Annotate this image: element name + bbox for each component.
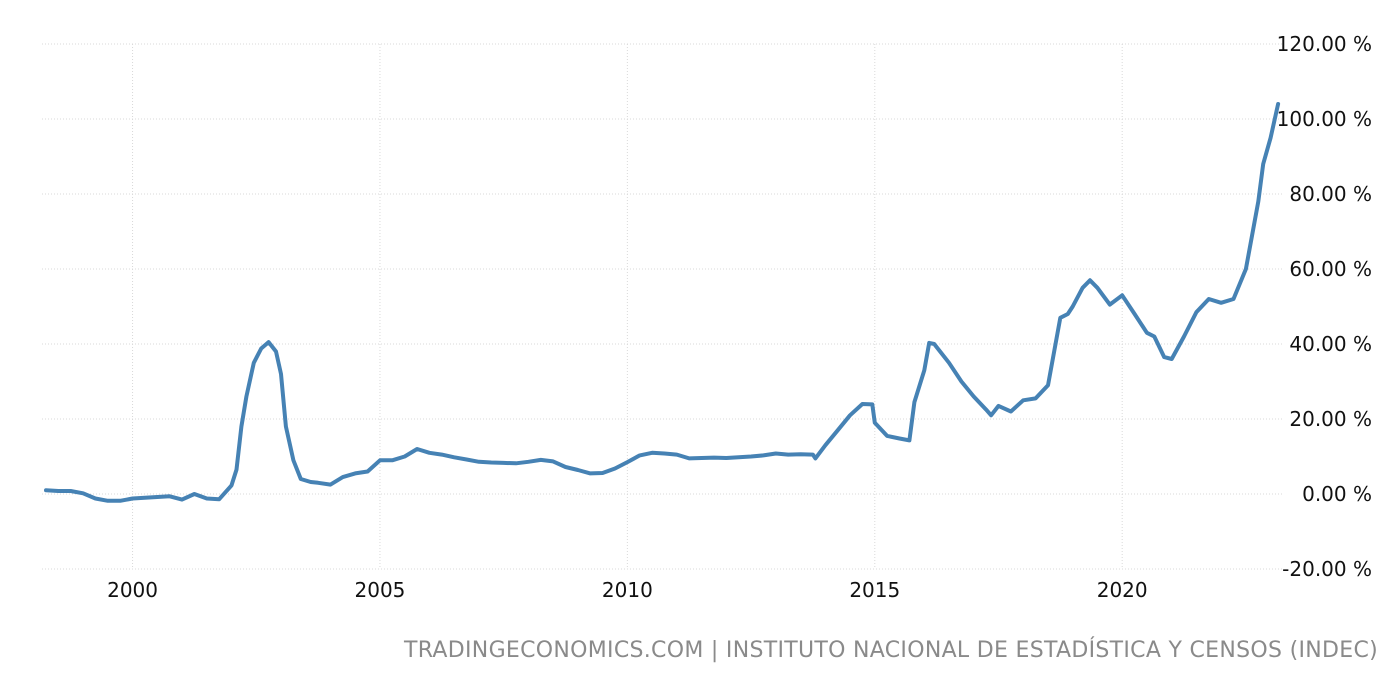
x-tick-label: 2010 [602, 578, 653, 602]
y-tick-label: 80.00 % [1289, 182, 1372, 206]
grid-lines [42, 43, 1283, 570]
y-tick-label: 100.00 % [1277, 107, 1372, 131]
y-tick-label: 40.00 % [1289, 332, 1372, 356]
y-tick-label: 120.00 % [1277, 32, 1372, 56]
y-axis-tick-labels: 120.00 % 100.00 % 80.00 % 60.00 % 40.00 % 20.… [1277, 32, 1372, 581]
series-line [44, 102, 1281, 503]
y-tick-label: -20.00 % [1282, 557, 1372, 581]
x-tick-label: 2005 [355, 578, 406, 602]
x-tick-label: 2020 [1097, 578, 1148, 602]
y-tick-label: 0.00 % [1302, 482, 1372, 506]
y-tick-label: 60.00 % [1289, 257, 1372, 281]
y-tick-label: 20.00 % [1289, 407, 1372, 431]
source-credit: TRADINGECONOMICS.COM | INSTITUTO NACIONA… [404, 638, 1378, 663]
series-layer [44, 102, 1281, 503]
x-tick-label: 2015 [849, 578, 900, 602]
x-tick-label: 2000 [107, 578, 158, 602]
x-axis-tick-labels: 2000 2005 2010 2015 2020 [107, 578, 1148, 602]
